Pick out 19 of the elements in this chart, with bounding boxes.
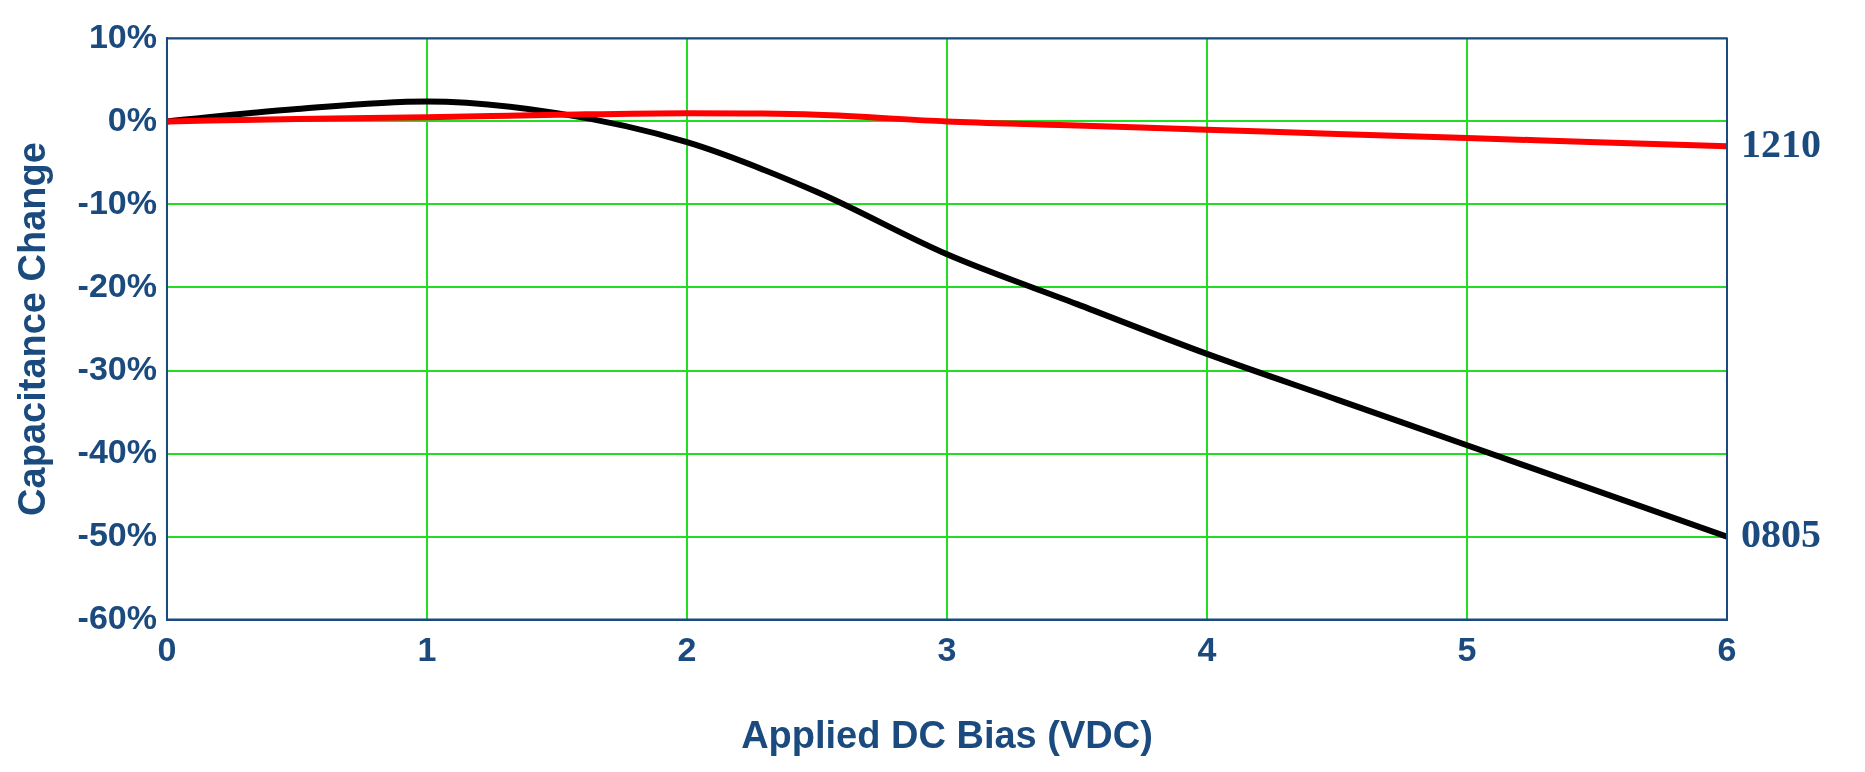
series-label: 0805: [1741, 510, 1821, 556]
y-tick-label: -40%: [77, 431, 157, 470]
x-tick-label: 1: [417, 630, 437, 669]
x-tick-label: 3: [937, 630, 957, 669]
y-axis-title: Capacitance Change: [11, 142, 54, 516]
y-tick-label: -60%: [77, 597, 157, 636]
x-axis-title: Applied DC Bias (VDC): [741, 713, 1153, 756]
x-tick-label: 5: [1457, 630, 1477, 669]
y-tick-label: 10%: [88, 16, 157, 55]
x-tick-label: 6: [1717, 630, 1737, 669]
x-tick-label: 0: [157, 630, 177, 669]
y-tick-label: -10%: [77, 182, 157, 221]
y-tick-label: -30%: [77, 348, 157, 387]
series-label: 1210: [1741, 120, 1821, 166]
y-tick-label: -50%: [77, 514, 157, 553]
x-tick-label: 2: [677, 630, 697, 669]
y-tick-label: 0%: [107, 99, 157, 138]
x-tick-label: 4: [1197, 630, 1217, 669]
y-tick-label: -20%: [77, 265, 157, 304]
